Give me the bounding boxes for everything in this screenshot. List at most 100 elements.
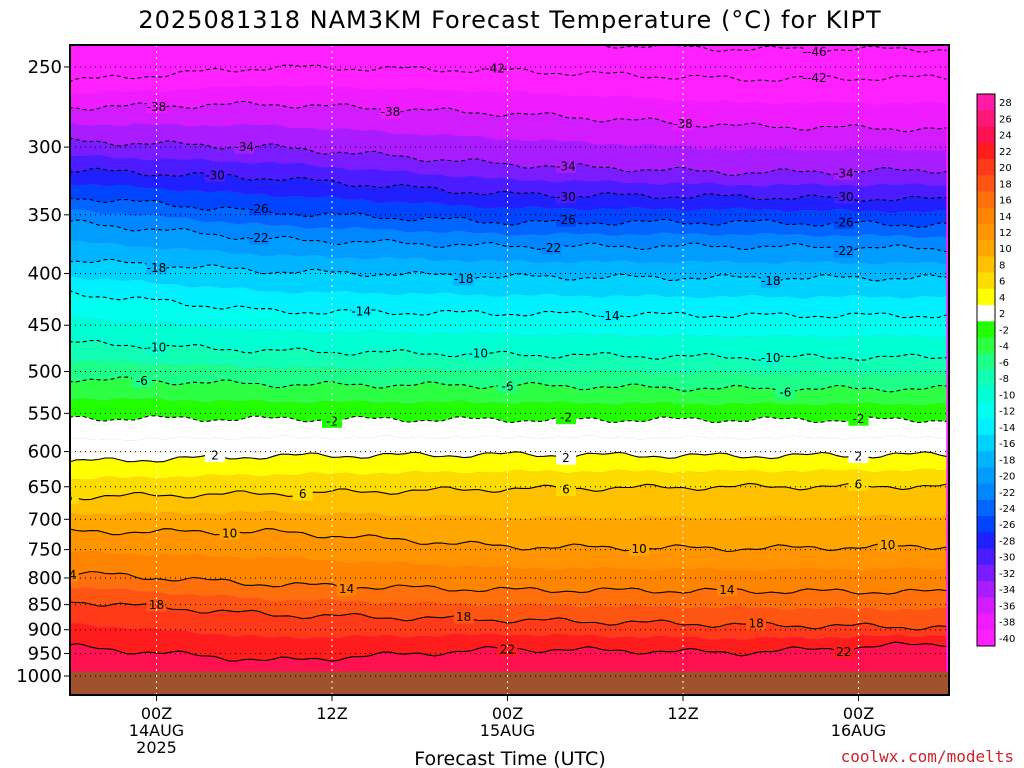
contour-line [70,219,947,253]
contour-lines: --50 --50--46--46--42--42-38 -38-38-34-34-… [61,34,947,662]
contour-label-bg [70,489,79,504]
contour-label-bg [234,139,255,154]
y-tick-label: 250 [28,57,62,78]
contour-label: 10 [631,542,646,556]
colorbar-label: 14 [999,212,1012,223]
contour-line [70,570,947,595]
contour-label: 10 [222,526,237,540]
contour-label-bg [248,201,269,216]
contour-label: -6 [502,379,514,393]
y-tick-label: 1000 [16,666,62,687]
grid-lines [70,45,949,695]
contour-label-bg [556,481,576,496]
contour-label-bg [804,45,825,59]
colorbar-label: 24 [999,131,1012,142]
x-axis-label: Forecast Time (UTC) [414,748,605,768]
contour-line [70,376,947,393]
colorbar-swatch [977,126,995,144]
contour-label: -26 [556,213,576,227]
colorbar-swatch [977,191,995,209]
colorbar-swatch [977,483,995,501]
contour-label-bg [336,581,357,596]
colorbar-swatch [977,434,995,452]
contour-label: -2 [560,411,572,425]
colorbar-swatch [977,564,995,582]
contour-label-bg [804,70,825,85]
x-tick-label: 00Z [492,704,523,723]
colorbar-label: -4 [999,342,1009,353]
contour-line [70,197,947,228]
colorbar-swatch [977,548,995,566]
contour-label-bg [833,243,854,258]
colorbar-swatch [977,516,995,533]
y-tick-label: 350 [28,205,62,226]
contour-label: --46 [803,45,827,59]
contour-line [70,339,947,361]
contour-label: -34 [556,159,576,173]
contour-label: --46 [466,34,490,48]
contour-line [510,45,947,53]
contour-label-bg [146,340,167,355]
contour-label: 14 [61,568,76,582]
y-tick-label: 650 [28,477,62,498]
contour-label: 10 [880,538,895,552]
contour-label-bg [760,273,781,288]
colorbar-label: 12 [999,228,1012,239]
contour-label-bg [453,609,474,624]
contour-label-bg [219,525,240,540]
contour-label: 14 [339,582,354,596]
y-tick-label: 800 [28,568,62,589]
colorbar-label: 26 [999,114,1012,125]
contour-label-bg [468,346,489,361]
contour-label-bg [322,413,342,428]
contour-label-bg [556,212,576,227]
contour-label: -22 [542,241,562,255]
colorbar-label: -12 [999,407,1015,418]
contour-label: -10 [761,351,781,365]
colorbar-swatch [977,418,995,436]
contour-line [70,258,947,282]
y-tick-label: 750 [28,540,62,561]
colorbar-label: -26 [999,520,1015,531]
x-tick-label: 14AUG [129,721,184,740]
contour-label: 6 [65,490,73,504]
contour-line [70,415,947,424]
colorbar-swatch [977,629,995,647]
x-tick-label: 15AUG [480,721,535,740]
colorbar-swatch [977,386,995,403]
contour-label-bg [833,165,854,180]
colorbar-label: -28 [999,536,1015,547]
colorbar-label: 20 [999,163,1012,174]
contour-label-bg [848,449,869,464]
contour-label: 18 [456,610,471,624]
y-tick-label: 450 [28,315,62,336]
colorbar-swatch [977,272,995,290]
contour-label-bg [775,384,796,399]
colorbar-swatch [977,94,995,111]
contour-label: 6 [299,487,307,501]
contour-label: -10 [468,347,488,361]
x-tick-label: 16AUG [831,721,886,740]
colorbar-swatch [977,223,995,241]
contour-label-bg [131,373,152,388]
colorbar-swatch [977,532,995,550]
colorbar-swatch [977,158,995,176]
contour-label-bg [380,104,401,119]
colorbar-label: 22 [999,147,1012,158]
x-tick-label: 00Z [141,704,172,723]
colorbar-swatch [977,451,995,468]
contour-label-bg [497,378,518,393]
contour-label-bg [833,214,854,229]
contour-label: -38 [381,105,401,119]
contour-label: 22 [500,642,515,656]
x-tick-label: 12Z [667,704,698,723]
contour-label-bg [556,450,576,465]
contour-label-bg [833,189,854,204]
contour-label: -14 [351,304,371,318]
colorbar-label: -8 [999,374,1009,385]
contour-label: -26 [834,215,854,229]
colorbar-swatch [977,613,995,631]
colorbar-swatch [977,207,995,225]
y-tick-label: 400 [28,263,62,284]
colorbar-swatch [977,256,995,274]
